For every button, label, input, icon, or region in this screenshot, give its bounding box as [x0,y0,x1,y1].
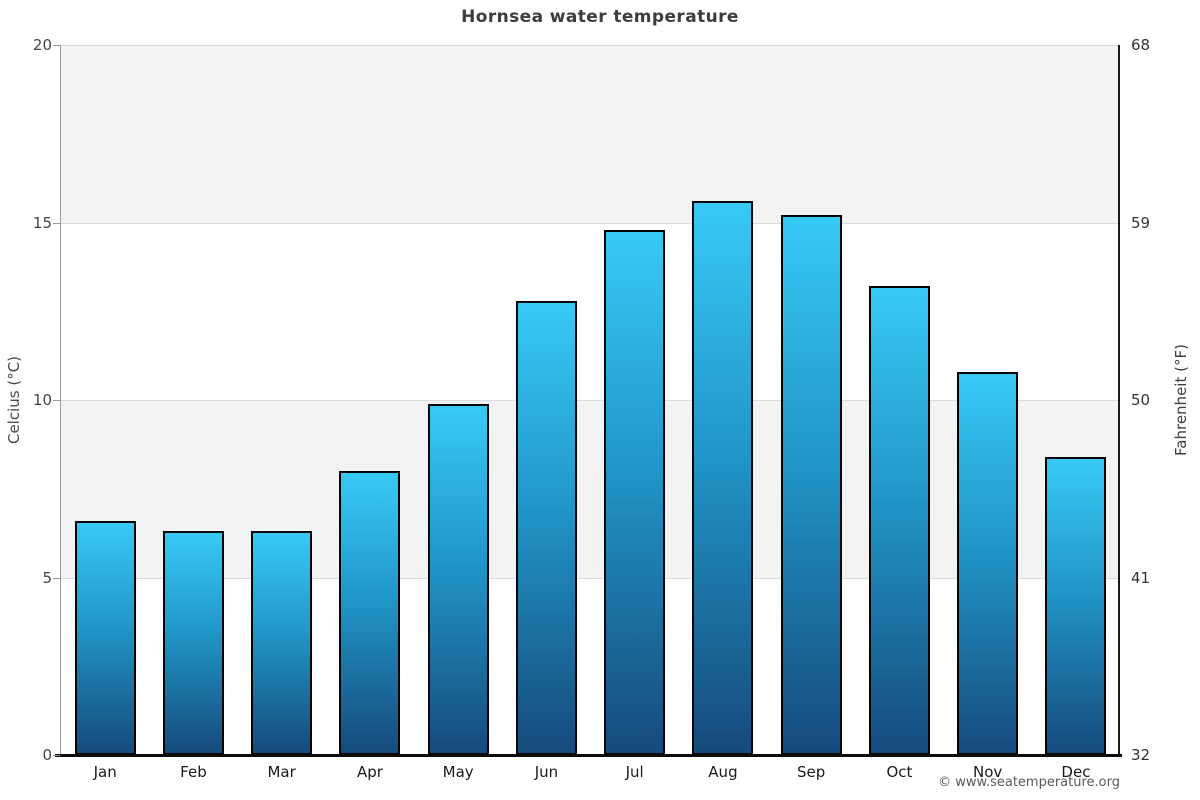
y-tick-celsius [53,45,60,46]
copyright-text: © www.seatemperature.org [938,775,1120,790]
bar-jun [515,300,577,755]
bar-apr [339,471,401,755]
gridline [61,577,1120,579]
y-tick-celsius [53,400,60,401]
gridline [61,45,1120,46]
x-tick-label-sep: Sep [797,763,826,781]
plot-band [61,400,1120,578]
x-tick-label-jun: Jun [534,763,559,781]
x-tick-label-dec: Dec [1061,763,1091,781]
gridline [61,400,1120,401]
x-tick-label-may: May [442,763,474,781]
chart-title: Hornsea water temperature [461,7,739,27]
x-tick-label-aug: Aug [708,763,738,781]
x-tick-label-nov: Nov [973,763,1003,781]
x-tick-label-jan: Jan [93,763,117,781]
x-axis-line [55,754,1122,757]
plot-band [61,45,1120,223]
y-tick-label-celsius: 20 [32,36,52,54]
x-tick-label-jul: Jul [625,763,644,781]
y-tick-celsius [53,577,60,579]
bar-sep [780,215,842,755]
y-tick-label-fahrenheit: 41 [1131,568,1151,587]
bar-mar [251,531,313,755]
x-tick-label-feb: Feb [180,763,207,781]
y-tick-celsius [53,222,60,224]
gridline [61,222,1120,224]
bar-aug [692,201,754,755]
bar-may [427,403,489,755]
bar-jul [604,229,666,755]
y-axis-line-left [60,45,61,755]
plot-band [61,577,1120,755]
bar-nov [957,371,1019,755]
x-tick-label-apr: Apr [356,763,383,781]
y-axis-line-right [1118,45,1120,755]
y-tick-label-celsius: 15 [32,213,52,232]
y-tick-label-fahrenheit: 68 [1131,36,1151,54]
x-tick-label-oct: Oct [886,763,913,781]
x-tick-label-mar: Mar [267,763,296,781]
bar-feb [162,531,224,755]
y-tick-label-fahrenheit: 59 [1131,213,1151,232]
plot-band [61,222,1120,400]
bar-jan [74,520,136,755]
y-tick-label-celsius: 10 [32,391,52,409]
y-tick-label-fahrenheit: 32 [1131,746,1151,764]
bar-oct [868,286,930,755]
y-tick-label-fahrenheit: 50 [1131,391,1151,409]
y-tick-label-celsius: 5 [42,568,52,587]
bar-dec [1045,456,1107,755]
y-tick-label-celsius: 0 [42,746,52,764]
y-tick-celsius [53,755,60,756]
